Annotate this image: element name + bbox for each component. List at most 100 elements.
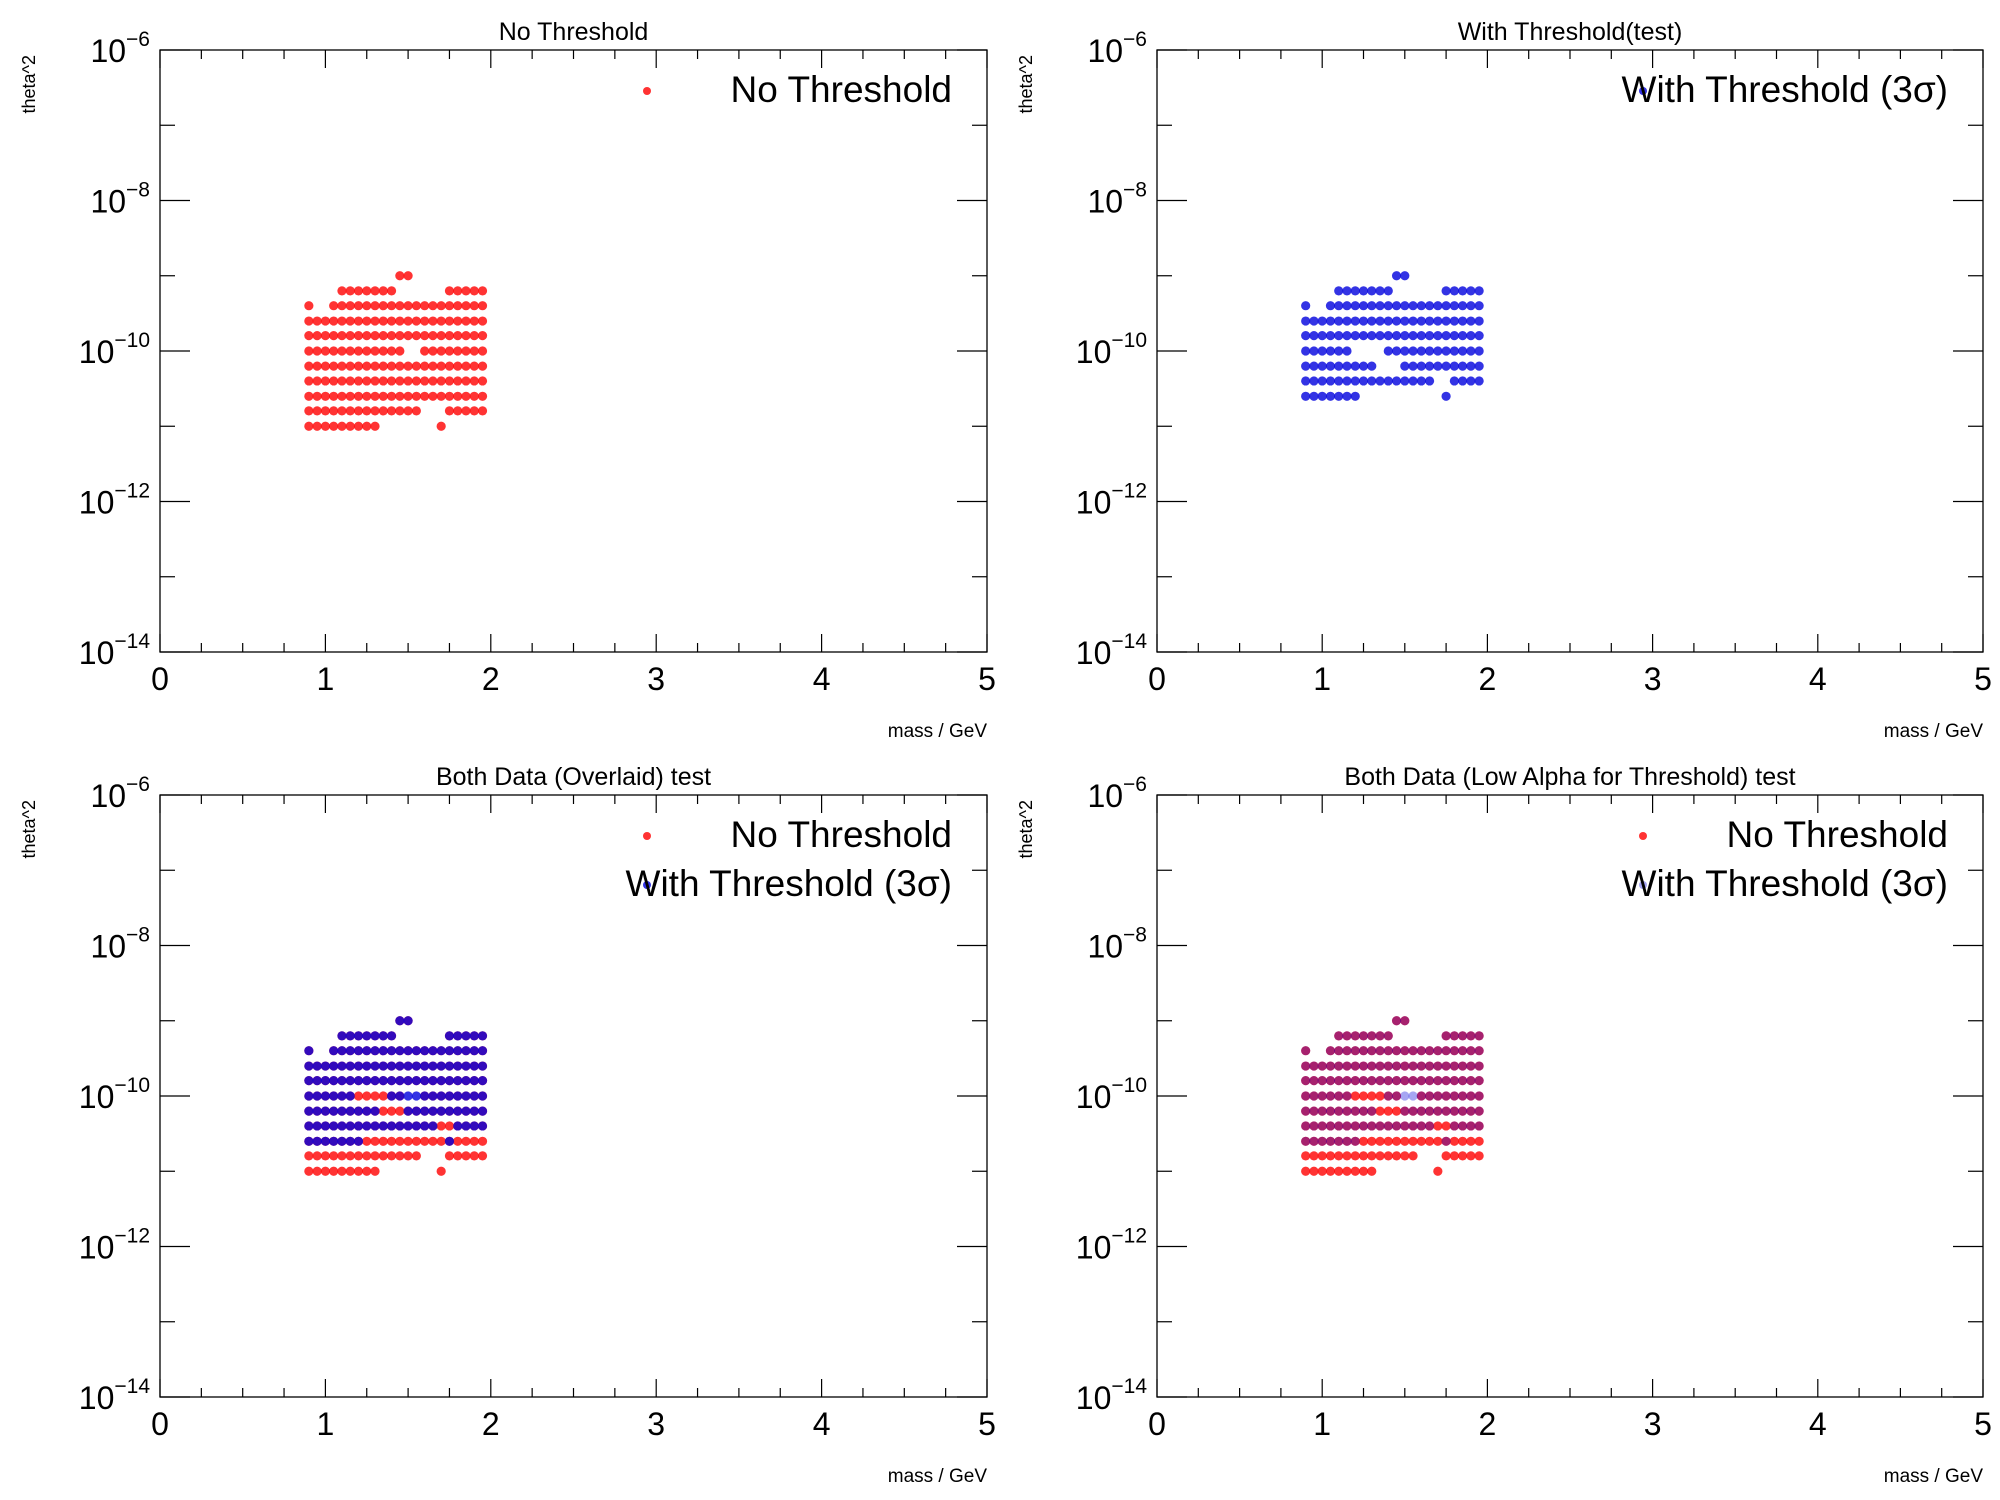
- data-point: [386, 331, 397, 341]
- data-point: [1334, 346, 1344, 356]
- data-point: [444, 376, 455, 386]
- data-point: [1342, 1061, 1352, 1071]
- data-point: [1449, 286, 1459, 296]
- data-point: [1424, 1046, 1435, 1056]
- data-point: [362, 406, 372, 416]
- data-point: [1424, 346, 1435, 356]
- data-point: [1474, 346, 1484, 356]
- data-point: [411, 1106, 421, 1116]
- data-point: [1458, 376, 1468, 386]
- data-point: [1342, 1121, 1352, 1131]
- data-point: [353, 391, 364, 401]
- data-point: [337, 376, 347, 386]
- data-point: [1400, 1076, 1410, 1086]
- data-point: [312, 1136, 322, 1146]
- data-point: [386, 301, 397, 311]
- y-tick-label: 10−6: [90, 28, 150, 69]
- data-point: [1441, 346, 1451, 356]
- data-point: [411, 376, 421, 386]
- data-point: [370, 406, 380, 416]
- data-point: [1441, 1061, 1451, 1071]
- data-point: [1400, 1091, 1410, 1101]
- data-point: [1317, 1091, 1327, 1101]
- data-point: [320, 1061, 330, 1071]
- data-point: [477, 1106, 488, 1116]
- data-point: [312, 1166, 322, 1176]
- data-point: [1458, 1136, 1468, 1146]
- data-point: [1358, 376, 1369, 386]
- legend-marker: [643, 881, 651, 889]
- data-point: [428, 361, 438, 371]
- data-point: [386, 1151, 397, 1161]
- data-point: [1317, 1121, 1327, 1131]
- data-point: [1375, 1076, 1385, 1086]
- data-point: [469, 316, 479, 326]
- data-point: [1342, 1031, 1352, 1041]
- data-point: [1350, 1031, 1360, 1041]
- data-point: [1416, 316, 1426, 326]
- data-point: [345, 1166, 355, 1176]
- data-point: [1466, 1091, 1476, 1101]
- data-point: [337, 1121, 347, 1131]
- data-point: [1400, 1061, 1410, 1071]
- data-point: [1367, 1121, 1377, 1131]
- data-point: [1325, 1166, 1336, 1176]
- data-point: [320, 331, 330, 341]
- data-point: [1433, 1106, 1443, 1116]
- data-point: [362, 286, 372, 296]
- data-point: [1367, 1106, 1377, 1116]
- data-point: [312, 316, 322, 326]
- data-point: [353, 406, 364, 416]
- data-point: [345, 1031, 355, 1041]
- data-point: [1301, 1136, 1311, 1146]
- data-point: [420, 391, 430, 401]
- data-point: [1408, 1136, 1418, 1146]
- data-point: [1400, 376, 1410, 386]
- data-point: [453, 1061, 463, 1071]
- data-point: [1383, 346, 1393, 356]
- data-point: [1334, 1136, 1344, 1146]
- data-point: [1317, 1076, 1327, 1086]
- data-point: [304, 1106, 314, 1116]
- data-point: [329, 1136, 339, 1146]
- data-point: [444, 391, 455, 401]
- data-point: [1301, 346, 1311, 356]
- data-point: [1375, 1091, 1385, 1101]
- data-point: [1408, 1106, 1418, 1116]
- data-point: [312, 1151, 322, 1161]
- data-point: [1334, 316, 1344, 326]
- data-point: [1433, 301, 1443, 311]
- data-point: [1342, 301, 1352, 311]
- data-point: [312, 391, 322, 401]
- data-point: [304, 406, 314, 416]
- plot-frame: [1156, 49, 1984, 653]
- data-point: [1408, 376, 1418, 386]
- data-point: [1416, 361, 1426, 371]
- data-point: [469, 1091, 479, 1101]
- data-point: [411, 331, 421, 341]
- data-point: [1309, 1166, 1319, 1176]
- data-point: [461, 331, 471, 341]
- y-tick-label: 10−6: [1087, 773, 1147, 814]
- data-point: [386, 1136, 397, 1146]
- y-tick-label: 10−12: [79, 480, 150, 521]
- data-point: [1334, 1046, 1344, 1056]
- data-point: [477, 331, 488, 341]
- chart-panel-2: With Threshold(test) 0 1 2 3 4 5 10−6 10−8 10−10 1…: [1016, 18, 1992, 742]
- data-point: [1301, 1046, 1311, 1056]
- data-point: [461, 361, 471, 371]
- legend-marker: [643, 87, 651, 95]
- data-point: [1325, 1136, 1336, 1146]
- data-point: [1301, 1091, 1311, 1101]
- data-point: [1350, 1136, 1360, 1146]
- data-point: [378, 1121, 388, 1131]
- data-point: [461, 301, 471, 311]
- data-point: [403, 1121, 413, 1131]
- data-point: [1350, 316, 1360, 326]
- y-axis-label: theta^2: [19, 55, 39, 114]
- data-point: [1334, 1136, 1344, 1146]
- data-point: [1375, 1121, 1385, 1131]
- data-point: [453, 1091, 463, 1101]
- data-point: [1334, 1061, 1344, 1071]
- data-point: [453, 301, 463, 311]
